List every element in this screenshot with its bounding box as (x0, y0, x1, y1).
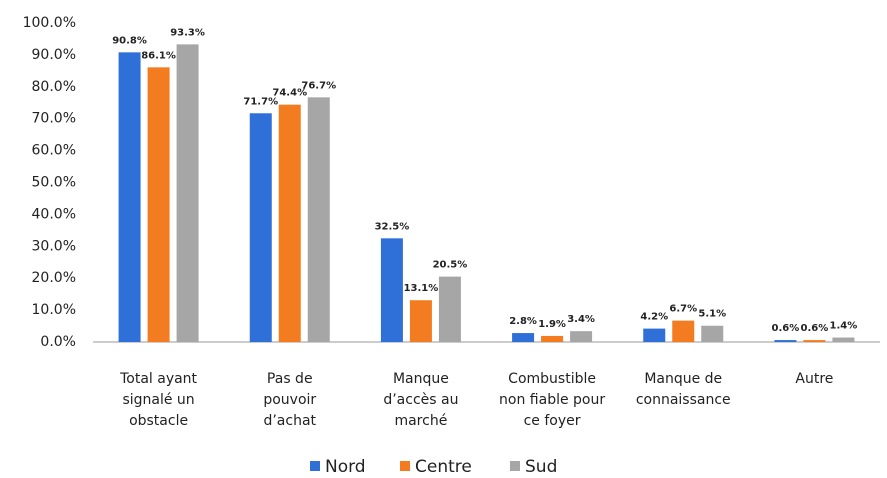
x-tick-label: Manque de connaissance (635, 371, 731, 408)
y-tick-label: 20.0% (32, 270, 76, 286)
y-tick-label: 0.0% (40, 334, 76, 350)
bar (307, 97, 330, 343)
y-tick-label: 30.0% (32, 238, 76, 254)
x-tick-label: Combustible non fiable pour ce foyer (499, 371, 606, 429)
x-tick-label: Autre (795, 371, 834, 387)
value-label: 20.5% (433, 260, 468, 271)
bar (832, 337, 855, 342)
value-label: 5.1% (698, 309, 726, 320)
value-label: 6.7% (669, 304, 697, 315)
legend-label: Nord (325, 457, 366, 477)
value-label: 71.7% (243, 96, 278, 107)
bar (409, 300, 432, 342)
bar (278, 104, 301, 342)
value-label: 76.7% (301, 80, 336, 91)
value-label: 4.2% (640, 312, 668, 323)
value-label: 32.5% (375, 221, 410, 232)
y-tick-label: 80.0% (32, 79, 76, 95)
value-label: 2.8% (509, 316, 537, 327)
y-tick-label: 90.0% (32, 47, 76, 63)
legend-swatch (510, 461, 520, 471)
bar (570, 331, 593, 342)
value-label: 13.1% (404, 283, 439, 294)
value-label: 0.6% (772, 323, 800, 334)
bar (643, 328, 666, 342)
x-tick-label: Total ayant signalé un obstacle (120, 371, 198, 429)
bar (672, 320, 695, 342)
y-tick-label: 70.0% (32, 111, 76, 127)
bar (176, 44, 199, 343)
x-tick-label: Pas de pouvoir d’achat (263, 371, 317, 429)
bar (774, 340, 797, 342)
value-label: 90.8% (112, 35, 147, 46)
bar (512, 333, 535, 342)
legend-swatch (400, 461, 410, 471)
value-label: 86.1% (141, 50, 176, 61)
y-tick-label: 100.0% (23, 15, 76, 31)
legend-label: Sud (525, 457, 557, 477)
value-label: 1.9% (538, 319, 566, 330)
y-tick-label: 10.0% (32, 302, 76, 318)
value-label: 1.4% (830, 321, 858, 332)
x-tick-label: Manque d’accès au marché (383, 371, 459, 429)
bar (701, 325, 724, 342)
value-label: 93.3% (170, 27, 205, 38)
bar (249, 113, 272, 342)
bar (118, 52, 141, 343)
bar (380, 238, 403, 342)
value-label: 74.4% (272, 88, 307, 99)
bar (541, 335, 564, 342)
legend-swatch (310, 461, 320, 471)
legend-label: Centre (415, 457, 472, 477)
bar (803, 340, 826, 342)
y-tick-label: 50.0% (32, 175, 76, 191)
bar (147, 67, 170, 342)
value-label: 3.4% (567, 314, 595, 325)
value-label: 0.6% (801, 323, 829, 334)
y-tick-label: 40.0% (32, 206, 76, 222)
bar (438, 276, 461, 342)
y-tick-label: 60.0% (32, 143, 76, 159)
